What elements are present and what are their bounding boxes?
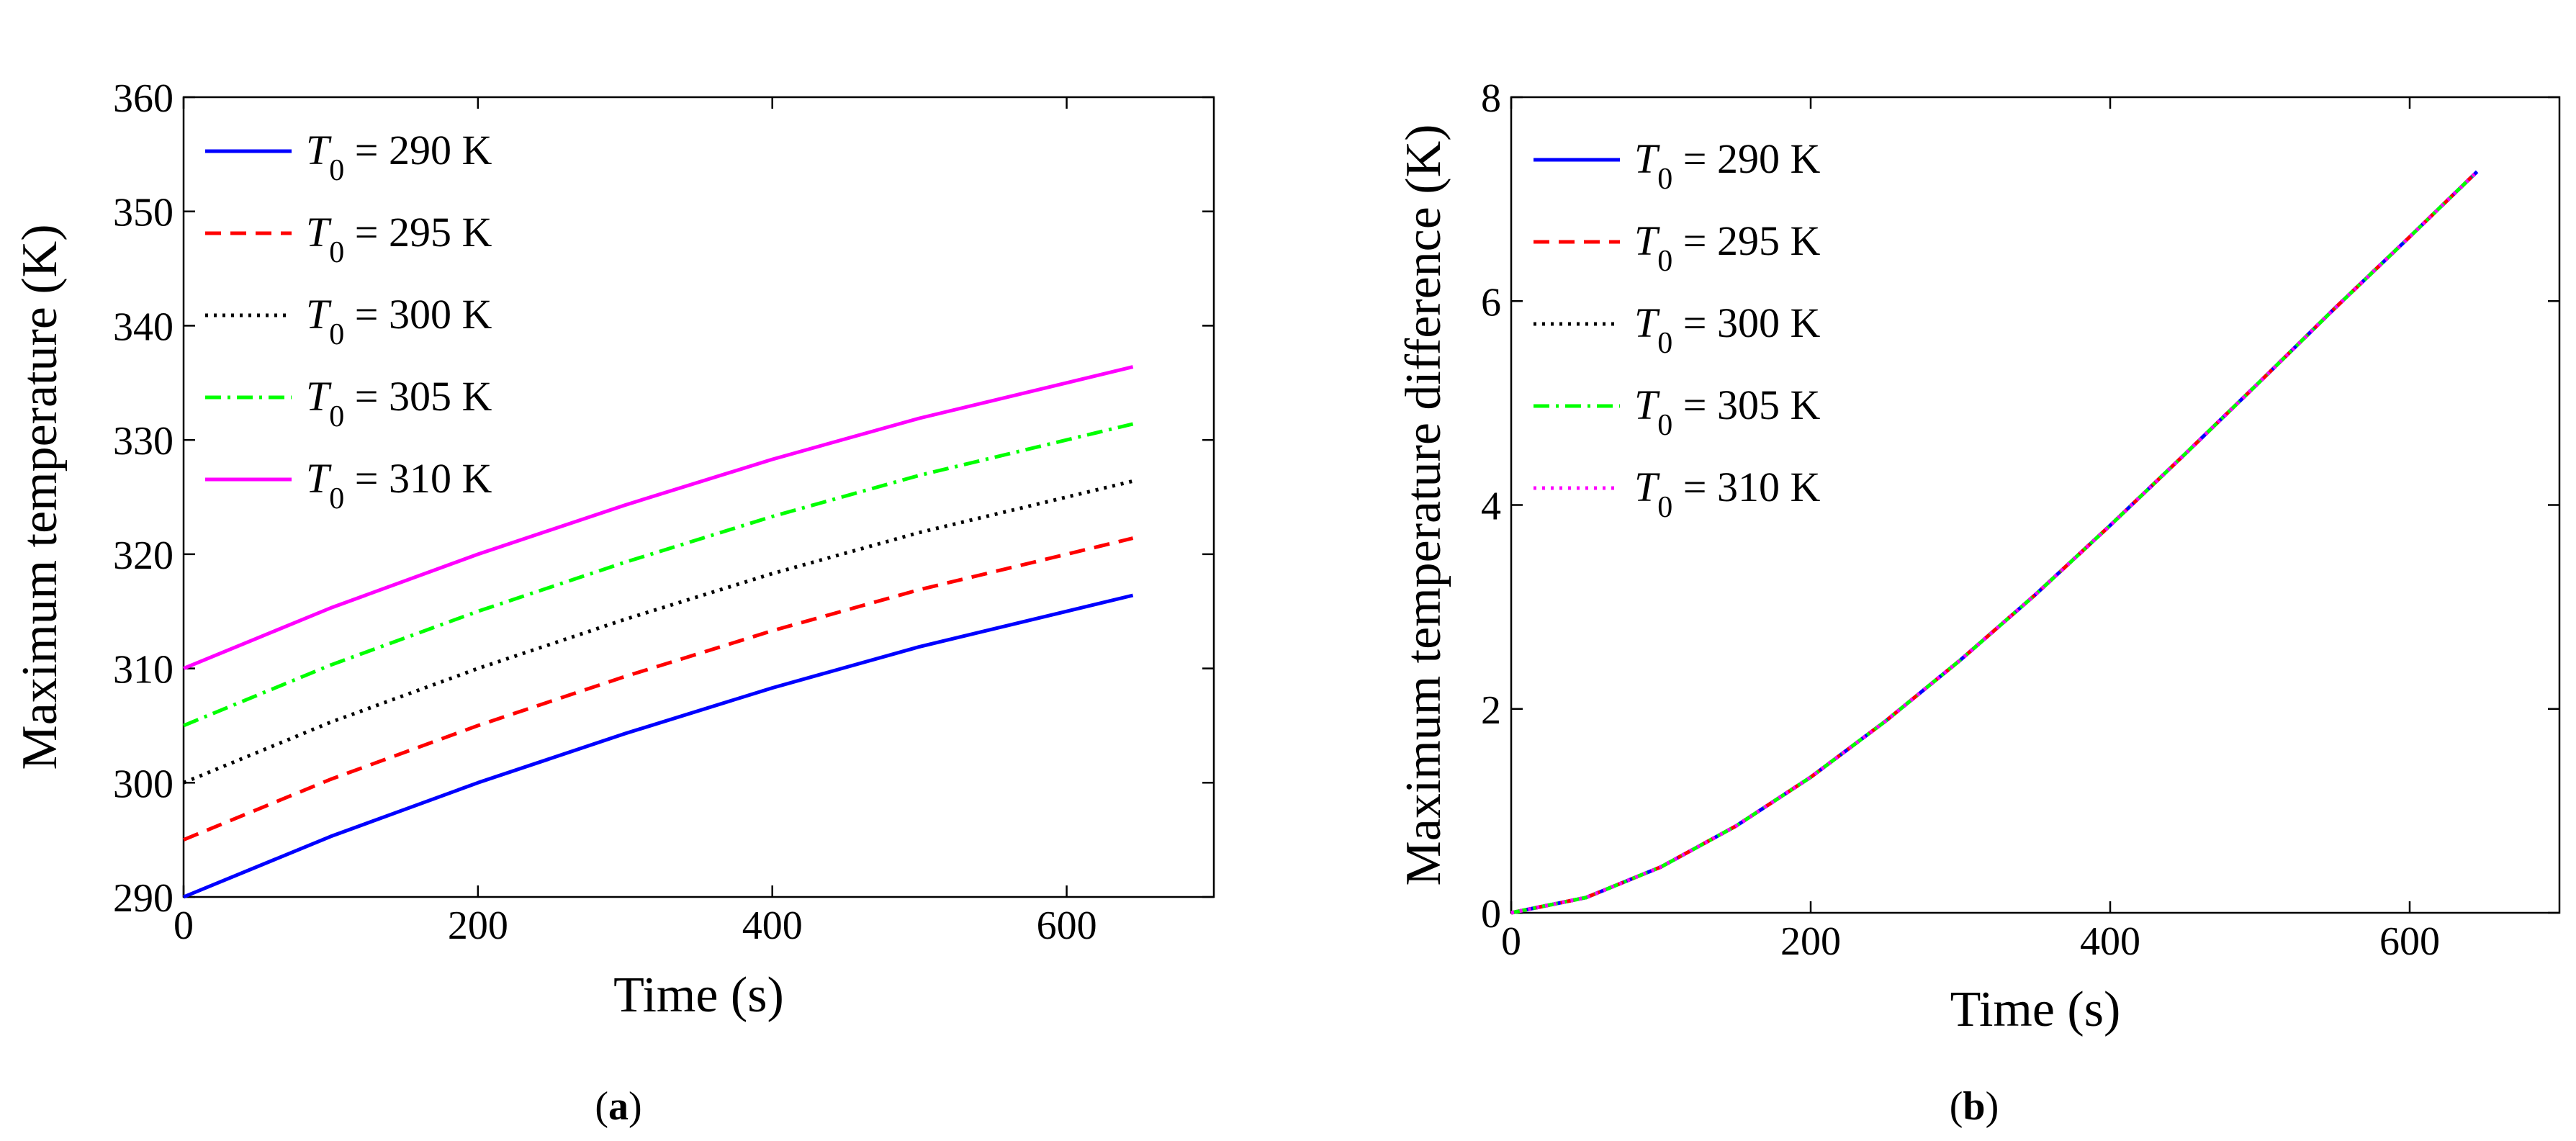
legend-eq: = bbox=[1672, 299, 1717, 346]
series-line-1 bbox=[1510, 170, 2479, 915]
series-line-3 bbox=[1510, 170, 2479, 915]
series-line-4 bbox=[1510, 170, 2479, 915]
series-line-4 bbox=[183, 365, 1134, 670]
legend-eq: = bbox=[344, 455, 389, 502]
legend-subscript: 0 bbox=[329, 236, 344, 269]
legend-subscript: 0 bbox=[1657, 409, 1672, 442]
series-line-0 bbox=[183, 593, 1134, 899]
legend-value: 300 K bbox=[1717, 299, 1821, 346]
legend-value: 310 K bbox=[389, 455, 492, 502]
x-tick-label: 600 bbox=[2379, 919, 2440, 964]
legend-eq: = bbox=[344, 291, 389, 338]
legend-label-4: T0 = 310 K bbox=[1634, 464, 1820, 524]
x-axis-title: Time (s) bbox=[1950, 982, 2121, 1037]
legend-value: 290 K bbox=[1717, 135, 1821, 182]
series-line-0 bbox=[1510, 170, 2479, 915]
x-axis-title: Time (s) bbox=[613, 968, 784, 1023]
x-tick-label: 200 bbox=[1780, 919, 1841, 964]
legend-symbol: T bbox=[306, 291, 332, 338]
y-tick-label: 300 bbox=[113, 762, 174, 806]
legend-symbol: T bbox=[306, 209, 332, 256]
y-tick-label: 350 bbox=[113, 191, 174, 235]
x-tick-label: 0 bbox=[1501, 919, 1521, 964]
y-tick-label: 6 bbox=[1481, 280, 1501, 325]
caption-b: (b) bbox=[1950, 1084, 1999, 1129]
x-tick-label: 200 bbox=[448, 903, 508, 948]
legend-value: 290 K bbox=[389, 127, 492, 173]
y-tick-label: 360 bbox=[113, 76, 174, 121]
legend-label-2: T0 = 300 K bbox=[306, 291, 492, 351]
legend-symbol: T bbox=[1634, 464, 1660, 510]
legend-eq: = bbox=[344, 209, 389, 256]
y-tick-label: 320 bbox=[113, 533, 174, 578]
y-tick-label: 340 bbox=[113, 305, 174, 349]
series-line-1 bbox=[183, 536, 1134, 842]
legend-symbol: T bbox=[306, 127, 332, 173]
y-tick-label: 0 bbox=[1481, 892, 1501, 937]
legend-value: 295 K bbox=[389, 209, 492, 256]
legend-subscript: 0 bbox=[1657, 245, 1672, 278]
legend-eq: = bbox=[1672, 464, 1717, 510]
legend-symbol: T bbox=[1634, 217, 1660, 264]
legend-eq: = bbox=[1672, 382, 1717, 428]
series-line-2 bbox=[183, 479, 1134, 785]
legend-subscript: 0 bbox=[329, 318, 344, 351]
legend-subscript: 0 bbox=[329, 400, 344, 433]
legend-label-3: T0 = 305 K bbox=[1634, 382, 1820, 442]
caption-a: (a) bbox=[595, 1084, 641, 1129]
y-tick-label: 4 bbox=[1481, 484, 1501, 529]
legend-symbol: T bbox=[306, 373, 332, 420]
legend-subscript: 0 bbox=[329, 154, 344, 187]
legend-subscript: 0 bbox=[329, 482, 344, 515]
y-tick-label: 330 bbox=[113, 419, 174, 464]
x-tick-label: 600 bbox=[1037, 903, 1097, 948]
legend-symbol: T bbox=[1634, 299, 1660, 346]
legend-label-1: T0 = 295 K bbox=[1634, 217, 1820, 278]
series-line-2 bbox=[1510, 170, 2479, 915]
legend-symbol: T bbox=[1634, 382, 1660, 428]
panel-a-chart: 0 200 400 600 290 300 310 320 330 340 350 360 Time (… bbox=[12, 76, 1215, 1023]
legend-value: 305 K bbox=[389, 373, 492, 420]
legend-symbol: T bbox=[306, 455, 332, 502]
legend-label-2: T0 = 300 K bbox=[1634, 299, 1820, 360]
y-tick-label: 290 bbox=[113, 876, 174, 921]
legend-value: 295 K bbox=[1717, 217, 1821, 264]
y-tick-label: 8 bbox=[1481, 76, 1501, 121]
y-axis-title: Maximum temperature (K) bbox=[12, 224, 68, 770]
x-tick-label: 0 bbox=[174, 903, 194, 948]
legend-eq: = bbox=[1672, 135, 1717, 182]
legend-symbol: T bbox=[1634, 135, 1660, 182]
y-tick-label: 2 bbox=[1481, 688, 1501, 733]
legend-value: 310 K bbox=[1717, 464, 1821, 510]
legend-label-0: T0 = 290 K bbox=[306, 127, 492, 187]
legend-value: 300 K bbox=[389, 291, 492, 338]
y-tick-label: 310 bbox=[113, 648, 174, 693]
plot-frame bbox=[182, 96, 1215, 898]
legend-subscript: 0 bbox=[1657, 327, 1672, 360]
legend-value: 305 K bbox=[1717, 382, 1821, 428]
legend-eq: = bbox=[1672, 217, 1717, 264]
legend-subscript: 0 bbox=[1657, 491, 1672, 524]
x-tick-label: 400 bbox=[742, 903, 803, 948]
legend-eq: = bbox=[344, 373, 389, 420]
panel-b-chart: 0 200 400 600 0 2 4 6 8 Time (s) Maximum temperatu… bbox=[1396, 76, 2561, 1037]
legend-subscript: 0 bbox=[1657, 163, 1672, 196]
series-line-3 bbox=[183, 422, 1134, 728]
legend-eq: = bbox=[344, 127, 389, 173]
legend-label-4: T0 = 310 K bbox=[306, 455, 492, 515]
legend-label-3: T0 = 305 K bbox=[306, 373, 492, 433]
legend-label-0: T0 = 290 K bbox=[1634, 135, 1820, 196]
x-tick-label: 400 bbox=[2080, 919, 2140, 964]
y-axis-title: Maximum temperature difference (K) bbox=[1396, 125, 1451, 886]
legend-label-1: T0 = 295 K bbox=[306, 209, 492, 269]
